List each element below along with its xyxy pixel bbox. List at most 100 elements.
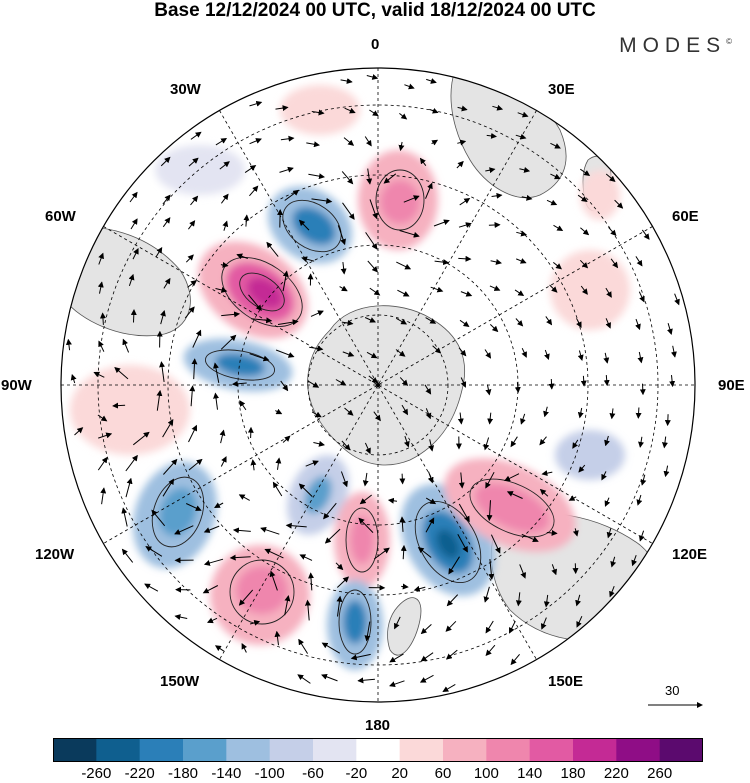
wind-vector [485,620,494,634]
colorbar-tick-label: -180 [167,765,199,782]
wind-vector [635,256,643,267]
wind-vector [484,349,492,359]
wind-vector [457,105,468,112]
wind-vector [551,564,558,576]
wind-vector [304,599,311,621]
positive-anomaly-south-atlantic-peak [246,277,284,309]
wind-vector [373,411,381,422]
lon-label-120e: 120E [672,546,708,563]
wind-vector [310,310,324,317]
wind-vector [670,345,677,358]
colorbar-tick-label: 100 [473,765,499,782]
modes-logo: MODES© [619,34,732,58]
wind-vector [640,474,647,486]
wind-vector [420,652,434,662]
wind-vector [311,411,322,418]
wind-vector [340,262,347,275]
wind-vector [260,526,280,535]
wind-vector [540,617,547,630]
positive-anomaly-indian-east [550,250,630,330]
wind-vector [359,494,373,505]
wind-vector [364,442,371,455]
colorbar-tick-label: -100 [254,765,285,782]
wind-vector [190,131,202,140]
wind-vector [489,324,499,333]
wind-vector [483,586,490,603]
wind-vector [311,109,325,116]
wind-vector [568,495,577,501]
wind-vector [543,594,550,608]
wind-vector [517,111,529,118]
wind-vector [266,241,279,257]
wind-vector [364,621,371,642]
wind-vector [162,217,171,228]
wind-vector [605,318,611,329]
wind-vector [413,585,426,592]
wind-vector [309,345,324,352]
wind-vector [321,642,341,654]
wind-vector [335,379,347,386]
wind-vector [425,497,437,505]
lon-label-150w: 150W [160,673,200,690]
wind-vector [220,261,229,268]
wind-vector [366,351,378,359]
wind-vector [162,419,174,438]
wind-vector [399,516,406,532]
wind-vector [401,583,409,590]
wind-vector [383,173,397,184]
wind-vector [608,226,617,237]
wind-vector [121,548,134,563]
negative-anomaly-ross-edge [155,145,245,195]
wind-vector [426,78,437,84]
lon-label-60e: 60E [672,208,699,225]
wind-vector [546,199,558,206]
wind-vector [539,436,547,446]
wind-vector [580,375,587,387]
wind-vector [578,464,586,473]
wind-vector [280,380,289,392]
positive-anomaly-africa-south [580,170,620,220]
wind-vector [669,375,676,388]
wind-vector [572,528,579,537]
wind-vector [249,100,263,107]
wind-vector [362,472,369,487]
wind-vector [337,225,346,246]
wind-vector [121,507,128,527]
wind-vector [298,219,310,231]
wind-vector [516,230,528,237]
wind-vector [486,132,497,139]
wind-vector [308,380,320,388]
wind-vector [636,494,643,506]
wind-vector [638,291,645,303]
wind-vector [425,408,432,420]
wind-vector [601,471,607,481]
wind-vector [580,168,591,176]
colorbar-swatch [269,738,314,762]
wind-vector [275,408,283,415]
wind-vector [488,221,501,228]
wind-vector [639,383,646,396]
wind-vector [485,471,495,489]
wind-vector [364,136,372,147]
wind-vector [342,202,355,220]
wind-vector [519,166,531,173]
wind-vector [232,527,251,534]
colorbar-swatch [96,738,141,762]
wind-vector [122,338,130,353]
wind-vector [249,619,261,626]
colorbar-swatch [139,738,184,762]
wind-vector [97,456,108,471]
wind-vector [521,347,527,358]
wind-vector [231,380,247,387]
colorbar-border [53,738,703,762]
wind-vector [280,135,295,142]
wind-vector [305,460,319,467]
lon-label-90w: 90W [1,377,32,394]
wind-vector [125,454,138,472]
wind-vector [515,318,524,327]
wind-vector [187,280,197,288]
wind-vector [457,412,464,425]
wind-vector [185,254,194,263]
wind-vector [321,673,338,682]
